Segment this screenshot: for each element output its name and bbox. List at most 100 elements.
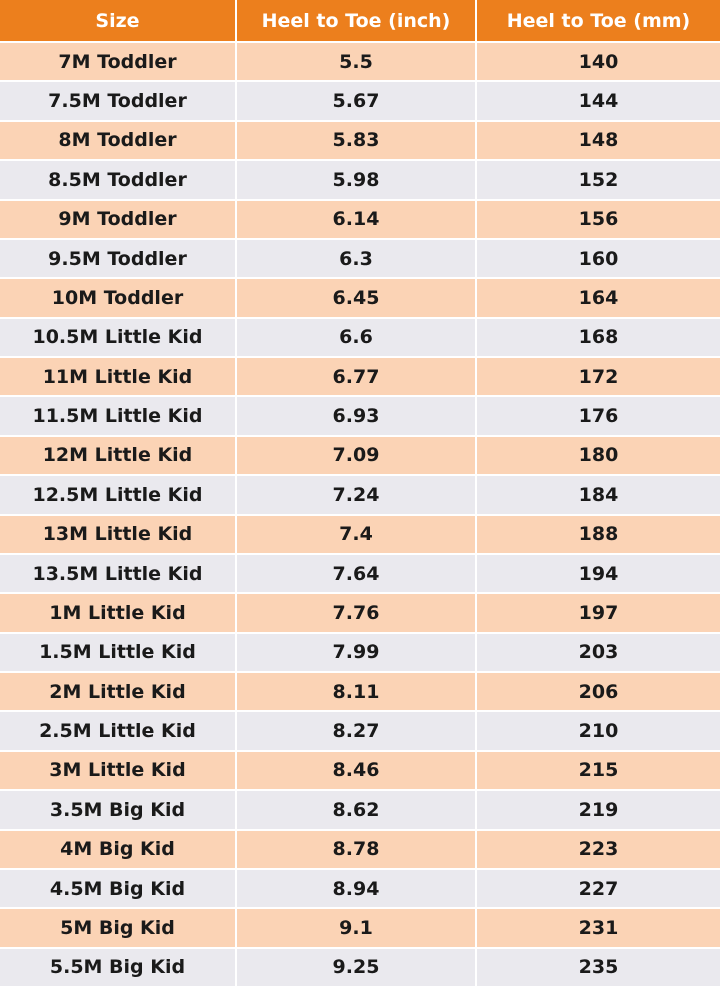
table-row: 11.5M Little Kid 6.93 176 [0,397,720,437]
column-header-size: Size [0,0,237,43]
table-body: 7M Toddler 5.5 140 7.5M Toddler 5.67 144 8M To… [0,43,720,988]
size-cell: 4.5M Big Kid [0,869,237,910]
heel-to-toe-inch-cell: 7.09 [237,436,477,477]
table-row: 9M Toddler 6.14 156 [0,200,720,240]
heel-to-toe-inch-cell: 5.98 [237,161,477,201]
heel-to-toe-mm-cell: 219 [477,791,720,831]
table-row: 10.5M Little Kid 6.6 168 [0,318,720,358]
size-cell: 10M Toddler [0,279,237,319]
heel-to-toe-inch-cell: 5.5 [237,43,477,83]
heel-to-toe-mm-cell: 188 [477,515,720,555]
heel-to-toe-mm-cell: 235 [477,948,720,988]
size-cell: 7.5M Toddler [0,82,237,122]
heel-to-toe-mm-cell: 176 [477,397,720,437]
table-row: 7.5M Toddler 5.67 144 [0,82,720,122]
size-cell: 4M Big Kid [0,830,237,870]
heel-to-toe-mm-cell: 172 [477,358,720,398]
heel-to-toe-inch-cell: 6.6 [237,318,477,358]
table-row: 13.5M Little Kid 7.64 194 [0,554,720,595]
heel-to-toe-mm-cell: 215 [477,751,720,792]
table-row: 2.5M Little Kid 8.27 210 [0,712,720,752]
size-cell: 11M Little Kid [0,358,237,398]
heel-to-toe-inch-cell: 8.46 [237,751,477,792]
heel-to-toe-inch-cell: 8.27 [237,712,477,752]
heel-to-toe-inch-cell: 7.76 [237,594,477,634]
size-cell: 5M Big Kid [0,909,237,949]
size-cell: 9.5M Toddler [0,239,237,280]
size-cell: 8M Toddler [0,121,237,162]
heel-to-toe-mm-cell: 164 [477,279,720,319]
column-header-inch: Heel to Toe (inch) [237,0,477,43]
size-cell: 2M Little Kid [0,673,237,713]
heel-to-toe-mm-cell: 231 [477,909,720,949]
heel-to-toe-inch-cell: 6.14 [237,200,477,240]
size-cell: 3.5M Big Kid [0,791,237,831]
size-cell: 12M Little Kid [0,436,237,477]
table-row: 8M Toddler 5.83 148 [0,121,720,162]
table-row: 2M Little Kid 8.11 206 [0,673,720,713]
table-row: 1M Little Kid 7.76 197 [0,594,720,634]
size-cell: 5.5M Big Kid [0,948,237,988]
size-cell: 1.5M Little Kid [0,633,237,673]
heel-to-toe-inch-cell: 9.1 [237,909,477,949]
heel-to-toe-inch-cell: 8.11 [237,673,477,713]
table-row: 1.5M Little Kid 7.99 203 [0,633,720,673]
heel-to-toe-mm-cell: 180 [477,436,720,477]
size-cell: 8.5M Toddler [0,161,237,201]
heel-to-toe-mm-cell: 203 [477,633,720,673]
table-header: Size Heel to Toe (inch) Heel to Toe (mm) [0,0,720,43]
size-cell: 9M Toddler [0,200,237,240]
heel-to-toe-mm-cell: 210 [477,712,720,752]
table-row: 12.5M Little Kid 7.24 184 [0,476,720,516]
heel-to-toe-mm-cell: 144 [477,82,720,122]
heel-to-toe-inch-cell: 8.94 [237,869,477,910]
heel-to-toe-inch-cell: 6.77 [237,358,477,398]
heel-to-toe-mm-cell: 184 [477,476,720,516]
heel-to-toe-mm-cell: 148 [477,121,720,162]
heel-to-toe-mm-cell: 194 [477,554,720,595]
size-cell: 7M Toddler [0,43,237,83]
heel-to-toe-inch-cell: 6.3 [237,239,477,280]
heel-to-toe-inch-cell: 6.93 [237,397,477,437]
heel-to-toe-inch-cell: 7.64 [237,554,477,595]
table-row: 11M Little Kid 6.77 172 [0,358,720,398]
size-cell: 12.5M Little Kid [0,476,237,516]
heel-to-toe-mm-cell: 140 [477,43,720,83]
table-row: 3.5M Big Kid 8.62 219 [0,791,720,831]
heel-to-toe-inch-cell: 6.45 [237,279,477,319]
heel-to-toe-inch-cell: 7.99 [237,633,477,673]
table-row: 12M Little Kid 7.09 180 [0,436,720,477]
heel-to-toe-mm-cell: 152 [477,161,720,201]
size-cell: 3M Little Kid [0,751,237,792]
table-row: 4M Big Kid 8.78 223 [0,830,720,870]
table-row: 3M Little Kid 8.46 215 [0,751,720,792]
heel-to-toe-mm-cell: 160 [477,239,720,280]
heel-to-toe-mm-cell: 197 [477,594,720,634]
heel-to-toe-inch-cell: 8.78 [237,830,477,870]
table-row: 5.5M Big Kid 9.25 235 [0,948,720,988]
heel-to-toe-inch-cell: 7.4 [237,515,477,555]
heel-to-toe-inch-cell: 5.83 [237,121,477,162]
size-cell: 11.5M Little Kid [0,397,237,437]
header-row: Size Heel to Toe (inch) Heel to Toe (mm) [0,0,720,43]
heel-to-toe-mm-cell: 223 [477,830,720,870]
size-cell: 10.5M Little Kid [0,318,237,358]
heel-to-toe-mm-cell: 206 [477,673,720,713]
heel-to-toe-inch-cell: 8.62 [237,791,477,831]
table-row: 10M Toddler 6.45 164 [0,279,720,319]
table-row: 9.5M Toddler 6.3 160 [0,239,720,280]
heel-to-toe-inch-cell: 9.25 [237,948,477,988]
size-cell: 13.5M Little Kid [0,554,237,595]
heel-to-toe-inch-cell: 5.67 [237,82,477,122]
size-cell: 13M Little Kid [0,515,237,555]
table-row: 4.5M Big Kid 8.94 227 [0,869,720,910]
size-cell: 1M Little Kid [0,594,237,634]
heel-to-toe-mm-cell: 227 [477,869,720,910]
heel-to-toe-mm-cell: 156 [477,200,720,240]
heel-to-toe-inch-cell: 7.24 [237,476,477,516]
size-cell: 2.5M Little Kid [0,712,237,752]
column-header-mm: Heel to Toe (mm) [477,0,720,43]
heel-to-toe-mm-cell: 168 [477,318,720,358]
table-row: 13M Little Kid 7.4 188 [0,515,720,555]
